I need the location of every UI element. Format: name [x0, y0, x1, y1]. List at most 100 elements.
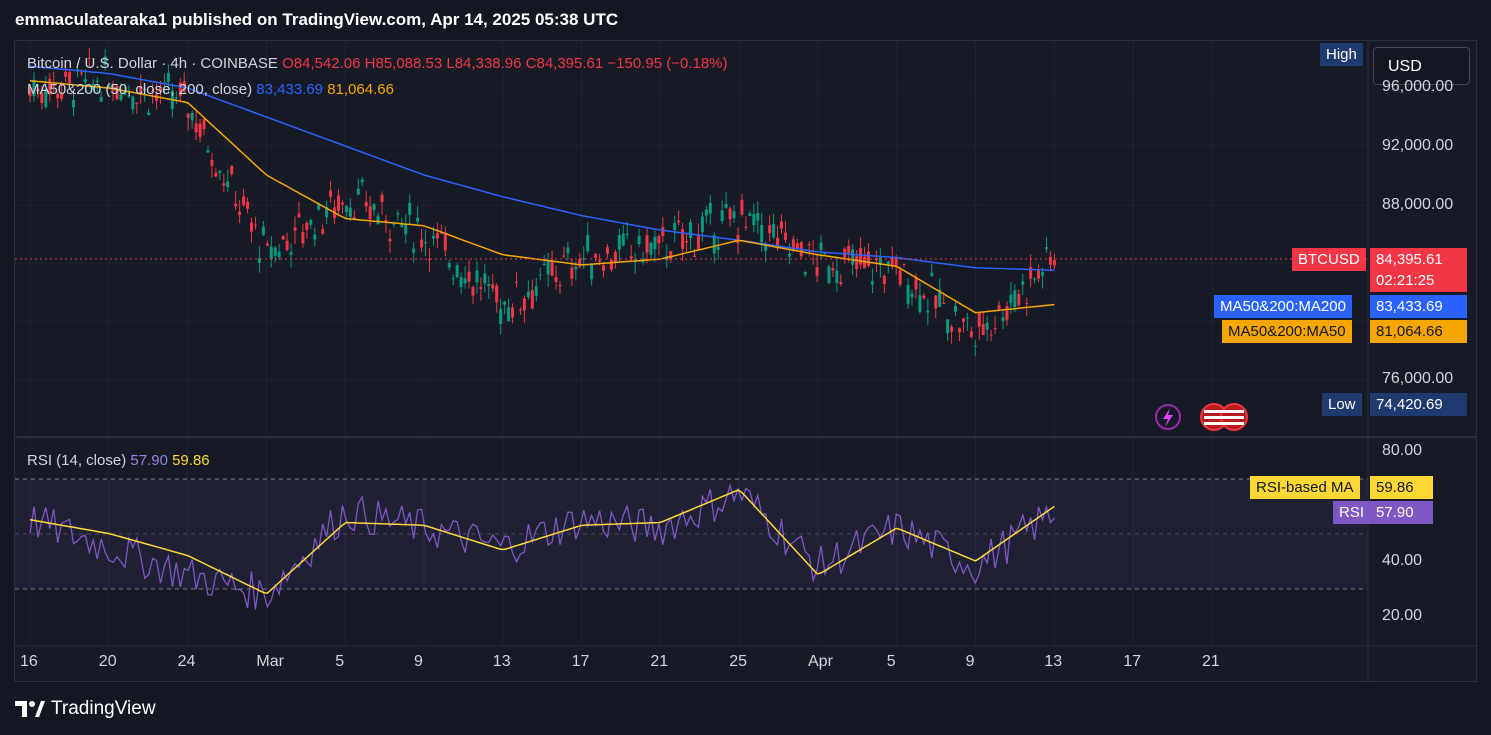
candle-body [554, 276, 558, 282]
candle-body [115, 85, 119, 100]
candle-body [64, 71, 68, 77]
price-tick-96000: 96,000.00 [1382, 78, 1454, 95]
candle-body [60, 93, 64, 99]
candle-body [898, 269, 902, 285]
currency-button[interactable]: USD [1373, 47, 1470, 85]
candle-body [696, 235, 700, 249]
candle-body [289, 252, 293, 255]
candle-body [957, 328, 961, 333]
candle-body [388, 238, 392, 242]
event-icons[interactable] [1155, 403, 1248, 431]
candle-body [605, 247, 609, 254]
candle-body [218, 170, 222, 174]
ma200-value: 83,433.69 [256, 81, 324, 98]
candle-body [198, 123, 202, 137]
ma-label[interactable]: MA50&200 (50, close, 200, close) [27, 81, 253, 98]
candle-body [230, 166, 234, 175]
open-value: O84,542.06 [282, 55, 361, 72]
candle-body [594, 253, 598, 258]
candle-body [317, 203, 321, 210]
candle-body [831, 268, 835, 271]
candle-body [242, 196, 246, 206]
ma200-value-tag: 83,433.69 [1370, 295, 1467, 318]
candle-body [48, 78, 52, 95]
candle-body [965, 317, 969, 319]
tradingview-logo[interactable]: TradingView [15, 698, 156, 720]
candle-body [685, 240, 689, 243]
candle-body [894, 257, 898, 268]
candle-body [159, 86, 163, 92]
candle-body [700, 216, 704, 233]
candle-body [855, 256, 859, 270]
candle-body [657, 235, 661, 244]
rsi-tick-80: 80.00 [1382, 442, 1423, 459]
candle-body [356, 188, 360, 195]
candle-body [518, 309, 522, 311]
candle-body [748, 213, 752, 217]
change-value: −150.95 (−0.18%) [607, 55, 728, 72]
candle-body [870, 281, 874, 285]
candle-body [526, 291, 530, 297]
candle-body [598, 260, 602, 262]
price-tick-92000: 92,000.00 [1382, 137, 1454, 154]
candle-body [546, 261, 550, 275]
candle-body [558, 284, 562, 286]
candle-body [649, 242, 653, 255]
symbol-name[interactable]: Bitcoin / U.S. Dollar · 4h · COINBASE [27, 55, 278, 72]
candle-body [997, 305, 1001, 309]
candle-body [1044, 247, 1048, 249]
candle-body [329, 190, 333, 197]
candle-body [396, 213, 400, 215]
candle-body [79, 72, 83, 74]
candle-body [182, 81, 186, 92]
candle-body [380, 194, 384, 203]
candle-body [621, 233, 625, 246]
candle-body [795, 243, 799, 249]
candle-body [447, 263, 451, 268]
candle-body [550, 260, 554, 276]
rsi-label[interactable]: RSI (14, close) [27, 452, 127, 469]
candle-body [234, 203, 238, 207]
ma200-label-tag: MA50&200:MA200 [1214, 295, 1352, 318]
candle-body [427, 259, 431, 261]
candle-body [969, 331, 973, 337]
candle-body [609, 259, 613, 270]
candle-body [408, 203, 412, 215]
candle-body [922, 295, 926, 299]
candle-body [926, 310, 930, 313]
candle-body [214, 172, 218, 177]
candle-body [807, 244, 811, 246]
candle-body [720, 210, 724, 221]
candle-body [155, 94, 159, 101]
candle-body [186, 113, 190, 118]
candle-body [28, 87, 32, 97]
candle-body [772, 223, 776, 238]
candle-body [301, 232, 305, 244]
candle-body [257, 258, 261, 263]
candle-body [495, 285, 499, 303]
candle-body [483, 273, 487, 284]
rsi-ma-value: 59.86 [172, 452, 210, 469]
candle-body [253, 224, 257, 226]
high-tag: High [1320, 43, 1363, 66]
candle-body [882, 275, 886, 284]
candle-body [930, 272, 934, 277]
candle-body [764, 245, 768, 251]
footer-brand: TradingView [51, 698, 156, 719]
candle-body [1048, 256, 1052, 265]
price-tick-88000: 88,000.00 [1382, 196, 1454, 213]
candle-body [989, 334, 993, 336]
candle-body [99, 96, 103, 102]
time-tick: 21 [650, 653, 669, 670]
candle-body [973, 345, 977, 347]
candle-body [669, 251, 673, 260]
candle-body [72, 100, 76, 108]
candle-body [918, 295, 922, 312]
time-tick: 5 [886, 653, 896, 670]
candle-body [704, 209, 708, 216]
candle-body [977, 312, 981, 327]
rsi-ma-line [29, 489, 1055, 595]
candle-body [503, 301, 507, 305]
candle-body [677, 220, 681, 223]
